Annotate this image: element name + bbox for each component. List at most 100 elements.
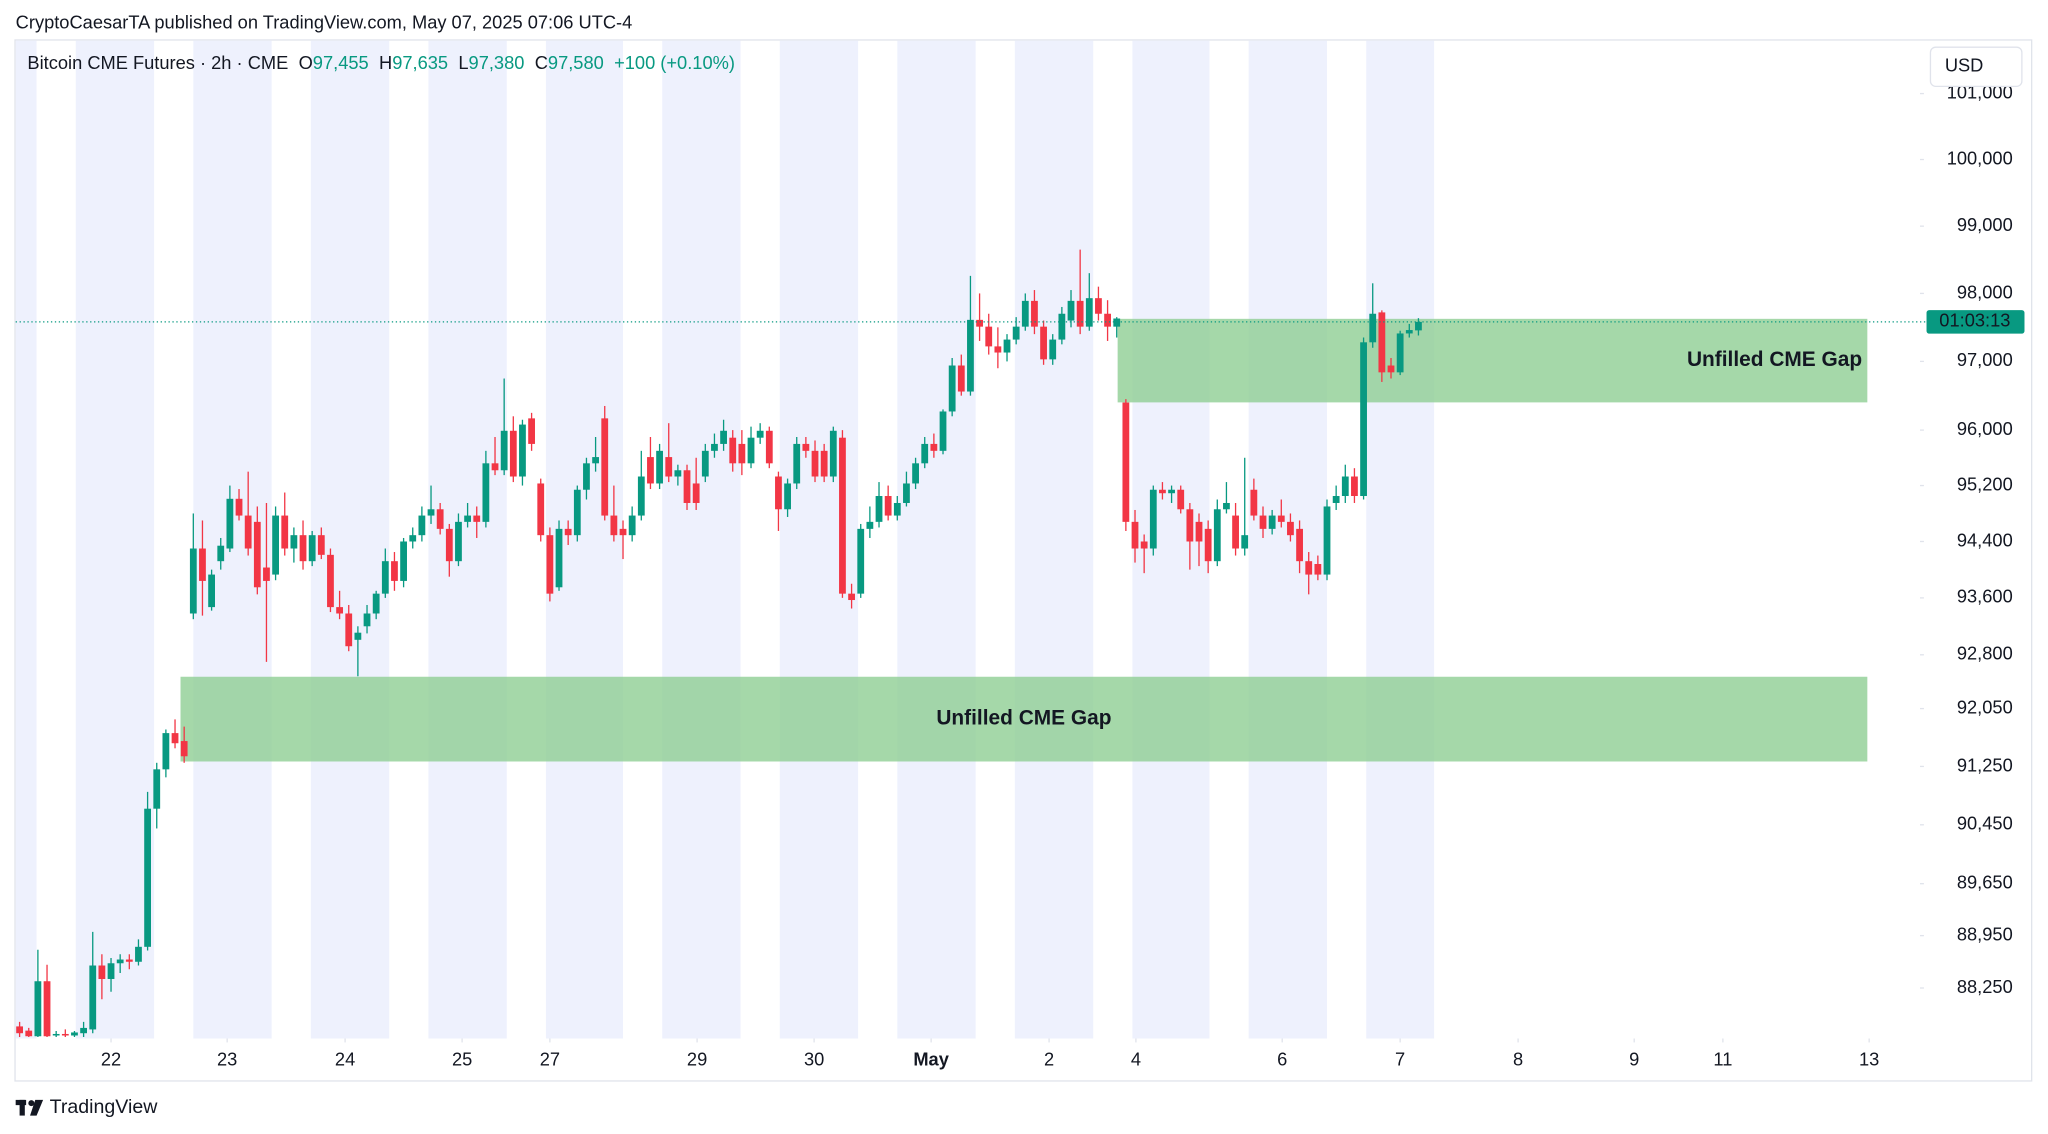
ohlc-value: 97,635 — [392, 52, 448, 73]
candle-body — [1296, 528, 1303, 562]
y-tick-label: 100,000 — [1947, 147, 2013, 168]
session-band — [428, 40, 507, 1039]
x-tick-label: 13 — [1859, 1049, 1879, 1070]
currency-label[interactable]: USD — [1945, 55, 1984, 76]
candle-body — [509, 430, 517, 477]
y-tick-label: 97,000 — [1957, 349, 2013, 370]
gap-zone — [180, 676, 1868, 762]
candle-body — [473, 515, 481, 522]
currency-button[interactable]: USD — [1929, 46, 2023, 87]
candle-body — [765, 430, 773, 464]
candle-body — [290, 535, 298, 549]
candle-body — [1213, 509, 1221, 562]
countdown-box — [1926, 310, 2025, 334]
candle-body — [327, 554, 334, 608]
gap-label: Unfilled CME Gap — [936, 707, 1111, 730]
candle-body — [528, 418, 535, 444]
candle-body — [34, 981, 42, 1037]
x-tick-label: 24 — [335, 1049, 355, 1070]
x-tick-label: 9 — [1629, 1049, 1639, 1070]
candle-body — [317, 535, 325, 555]
candle-body — [884, 496, 892, 516]
candle-body — [464, 515, 471, 522]
gap-label: Unfilled CME Gap — [1687, 348, 1862, 371]
candle-body — [281, 515, 289, 549]
candle-body — [71, 1032, 78, 1036]
candle-body — [244, 515, 252, 549]
candle-body — [967, 319, 974, 392]
y-tick-label: 92,050 — [1957, 696, 2013, 717]
x-tick-label: 7 — [1395, 1049, 1405, 1070]
gap-zone — [1117, 318, 1868, 403]
candle-body — [1405, 330, 1413, 334]
candle-body — [1076, 300, 1084, 327]
candle-body — [1250, 489, 1258, 516]
candle-body — [1415, 321, 1422, 331]
candle-body — [1040, 326, 1047, 360]
candle-body — [866, 521, 874, 529]
candle-body — [1177, 489, 1185, 510]
candle-body — [811, 450, 819, 477]
candle-body — [1095, 298, 1102, 314]
ohlc-key: H — [379, 52, 392, 73]
candle-body — [171, 733, 179, 744]
candle-body — [125, 959, 133, 962]
candle-body — [436, 509, 444, 529]
candle-body — [98, 965, 106, 979]
candle-body — [427, 509, 435, 516]
published-line: CryptoCaesarTA published on TradingView.… — [16, 11, 633, 32]
candle-body — [1168, 489, 1175, 494]
candle-body — [199, 548, 206, 581]
candle-body — [1131, 521, 1139, 549]
candle-body — [61, 1033, 69, 1036]
candle-body — [308, 535, 316, 562]
candle-body — [354, 632, 362, 640]
candle-body — [546, 535, 554, 594]
session-band — [15, 40, 37, 1039]
candle-body — [583, 463, 590, 490]
candle-body — [1305, 561, 1313, 575]
candle-body — [1259, 515, 1267, 529]
y-tick-label: 93,600 — [1957, 586, 2013, 607]
candle-body — [701, 450, 709, 477]
candle-body — [208, 574, 215, 608]
ohlc-value: 97,580 — [548, 52, 604, 73]
candle-body — [299, 535, 307, 562]
candle-body — [1268, 515, 1276, 529]
candle-body — [1159, 489, 1166, 494]
candle-body — [519, 424, 526, 477]
candle-body — [400, 541, 407, 581]
candle-body — [372, 593, 380, 614]
symbol: Bitcoin CME Futures · 2h · CME — [27, 52, 288, 73]
candle-body — [1085, 298, 1093, 327]
candle-body — [912, 463, 919, 484]
candle-body — [848, 593, 855, 601]
y-tick-label: 88,950 — [1957, 923, 2013, 944]
candle-body — [1351, 476, 1358, 497]
candle-body — [144, 808, 151, 947]
candle-body — [1122, 402, 1130, 522]
candle-body — [1332, 496, 1340, 503]
candle-body — [235, 498, 243, 516]
candle-body — [839, 437, 846, 594]
session-band — [1248, 40, 1328, 1039]
candle-body — [253, 521, 261, 588]
candle-body — [409, 535, 417, 542]
ohlc-key: O — [299, 52, 313, 73]
candle-body — [893, 502, 901, 516]
candle-body — [1287, 521, 1294, 536]
candle-body — [564, 528, 572, 536]
candle-body — [1387, 365, 1395, 373]
candle-body — [1341, 476, 1349, 497]
candle-body — [985, 326, 993, 347]
candle-body — [555, 528, 563, 588]
currency-button-box[interactable] — [1929, 46, 2023, 87]
candle-body — [52, 1033, 60, 1036]
candle-body — [1314, 563, 1322, 575]
candle-body — [1104, 313, 1111, 327]
candle-body — [80, 1027, 87, 1034]
candle-body — [1186, 509, 1194, 542]
candle-body — [1369, 313, 1377, 343]
candle-body — [720, 430, 727, 444]
x-tick-label: 25 — [452, 1049, 472, 1070]
